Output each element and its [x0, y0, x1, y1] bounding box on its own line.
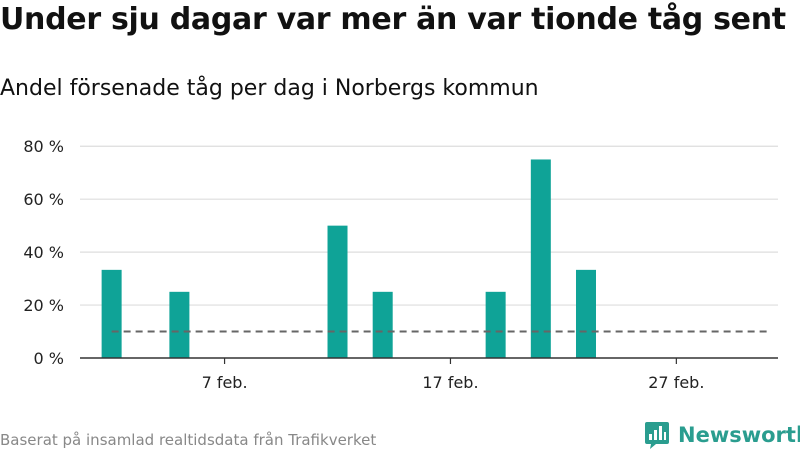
bar-day-2 [101, 269, 122, 358]
x-tick-label: 27 feb. [648, 373, 704, 392]
y-tick-label: 20 % [23, 296, 64, 315]
brand-logo: Newsworthy [644, 420, 800, 450]
x-tick-label: 7 feb. [202, 373, 248, 392]
bar-day-14 [372, 291, 393, 358]
y-tick-label: 0 % [34, 349, 64, 368]
y-tick-label: 40 % [23, 243, 64, 262]
grid-lines [80, 145, 778, 306]
chart-subtitle: Andel försenade tåg per dag i Norbergs k… [0, 76, 539, 101]
bar-day-21 [530, 159, 551, 358]
brand-name: Newsworthy [678, 423, 800, 447]
axes: 0 % 20 % 40 % 60 % 80 % 7 feb. 17 feb. 27 feb. [23, 137, 778, 392]
y-tick-label: 60 % [23, 190, 64, 209]
x-tick-label: 17 feb. [422, 373, 478, 392]
chart-title: Under sju dagar var mer än var tionde tå… [0, 2, 786, 37]
bar-day-12 [327, 225, 348, 358]
bar-day-5 [169, 291, 190, 358]
bar-day-23 [575, 269, 596, 358]
bars [101, 159, 596, 358]
bar-day-19 [485, 291, 506, 358]
newsworthy-logo-icon [645, 422, 669, 449]
source-note: Baserat på insamlad realtidsdata från Tr… [0, 431, 377, 449]
y-tick-label: 80 % [23, 137, 64, 156]
